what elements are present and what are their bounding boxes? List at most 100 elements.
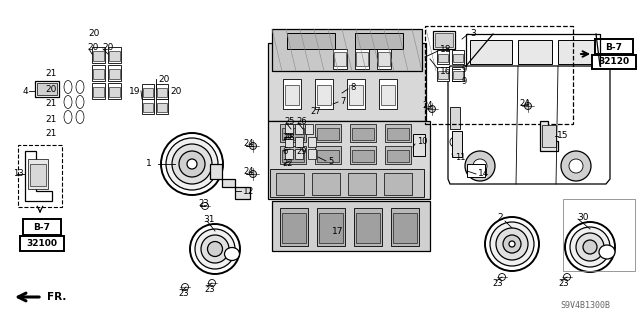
- Bar: [334, 52, 346, 66]
- Bar: [385, 124, 411, 142]
- Bar: [470, 40, 512, 64]
- Ellipse shape: [209, 279, 216, 286]
- Bar: [352, 150, 374, 162]
- Bar: [453, 71, 463, 79]
- Text: 22: 22: [282, 132, 292, 142]
- Text: 4: 4: [22, 86, 28, 95]
- Text: 20: 20: [88, 29, 99, 39]
- Bar: [312, 173, 340, 195]
- Bar: [349, 85, 363, 105]
- Bar: [595, 39, 633, 54]
- Bar: [379, 79, 397, 109]
- Ellipse shape: [569, 159, 583, 173]
- Polygon shape: [540, 121, 558, 151]
- Bar: [283, 79, 301, 109]
- Bar: [355, 49, 369, 69]
- Text: 29: 29: [296, 146, 307, 155]
- Text: 22: 22: [282, 160, 292, 168]
- Bar: [467, 164, 485, 177]
- Polygon shape: [448, 66, 610, 184]
- Text: 5: 5: [328, 157, 333, 166]
- Text: B-7: B-7: [33, 222, 51, 232]
- Bar: [384, 173, 412, 195]
- Ellipse shape: [599, 245, 615, 259]
- Text: 24: 24: [243, 139, 253, 149]
- Bar: [295, 137, 303, 147]
- Bar: [387, 128, 409, 140]
- Text: 8: 8: [350, 83, 355, 92]
- Bar: [356, 52, 368, 66]
- Ellipse shape: [64, 80, 72, 93]
- Text: 25: 25: [284, 117, 294, 127]
- Text: 30: 30: [577, 212, 589, 221]
- Bar: [156, 99, 168, 114]
- Bar: [305, 124, 313, 134]
- Ellipse shape: [207, 241, 223, 256]
- Text: 21: 21: [45, 100, 57, 108]
- Bar: [393, 213, 417, 243]
- Bar: [285, 85, 299, 105]
- Bar: [437, 67, 449, 81]
- Bar: [558, 40, 594, 64]
- Text: 28: 28: [284, 132, 294, 142]
- Bar: [285, 124, 293, 134]
- Ellipse shape: [166, 138, 218, 190]
- Ellipse shape: [182, 284, 189, 291]
- Text: B-7: B-7: [605, 42, 623, 51]
- Ellipse shape: [201, 235, 229, 263]
- Bar: [377, 49, 391, 69]
- Bar: [317, 85, 331, 105]
- Bar: [37, 83, 57, 95]
- Text: 12: 12: [243, 187, 254, 196]
- Bar: [109, 87, 120, 97]
- Text: 15: 15: [557, 131, 568, 140]
- Bar: [28, 159, 48, 189]
- Bar: [282, 150, 304, 162]
- Ellipse shape: [503, 235, 521, 253]
- Bar: [143, 103, 153, 112]
- Text: 11: 11: [455, 152, 465, 161]
- Ellipse shape: [473, 159, 487, 173]
- Text: 20: 20: [45, 85, 57, 93]
- Ellipse shape: [161, 133, 223, 195]
- Bar: [592, 55, 636, 69]
- Ellipse shape: [225, 248, 239, 261]
- Text: 20: 20: [170, 86, 181, 95]
- Bar: [93, 51, 104, 61]
- Ellipse shape: [250, 143, 257, 150]
- Ellipse shape: [202, 203, 209, 210]
- Bar: [272, 29, 422, 71]
- Bar: [280, 146, 306, 164]
- Bar: [352, 128, 374, 140]
- Text: 23: 23: [178, 288, 189, 298]
- Bar: [282, 128, 304, 140]
- Ellipse shape: [179, 151, 205, 177]
- Bar: [354, 208, 382, 246]
- Text: 14: 14: [478, 169, 490, 179]
- Ellipse shape: [76, 110, 84, 123]
- Ellipse shape: [570, 227, 610, 267]
- Bar: [387, 150, 409, 162]
- Bar: [23, 219, 61, 235]
- Ellipse shape: [187, 159, 197, 169]
- Text: 9: 9: [462, 77, 467, 85]
- Bar: [18, 145, 62, 207]
- Bar: [93, 87, 104, 97]
- Text: S9V4B1300B: S9V4B1300B: [560, 300, 610, 309]
- Bar: [108, 83, 121, 99]
- Ellipse shape: [525, 102, 531, 109]
- Bar: [295, 149, 303, 159]
- Bar: [109, 51, 120, 61]
- Ellipse shape: [485, 217, 539, 271]
- Bar: [30, 164, 46, 186]
- Bar: [350, 146, 376, 164]
- Bar: [438, 71, 448, 79]
- Text: 10: 10: [417, 137, 428, 146]
- Bar: [276, 173, 304, 195]
- Bar: [563, 199, 635, 271]
- Text: 21: 21: [45, 130, 57, 138]
- Text: 6: 6: [282, 146, 287, 155]
- Ellipse shape: [250, 170, 257, 177]
- Bar: [282, 213, 306, 243]
- Bar: [315, 146, 341, 164]
